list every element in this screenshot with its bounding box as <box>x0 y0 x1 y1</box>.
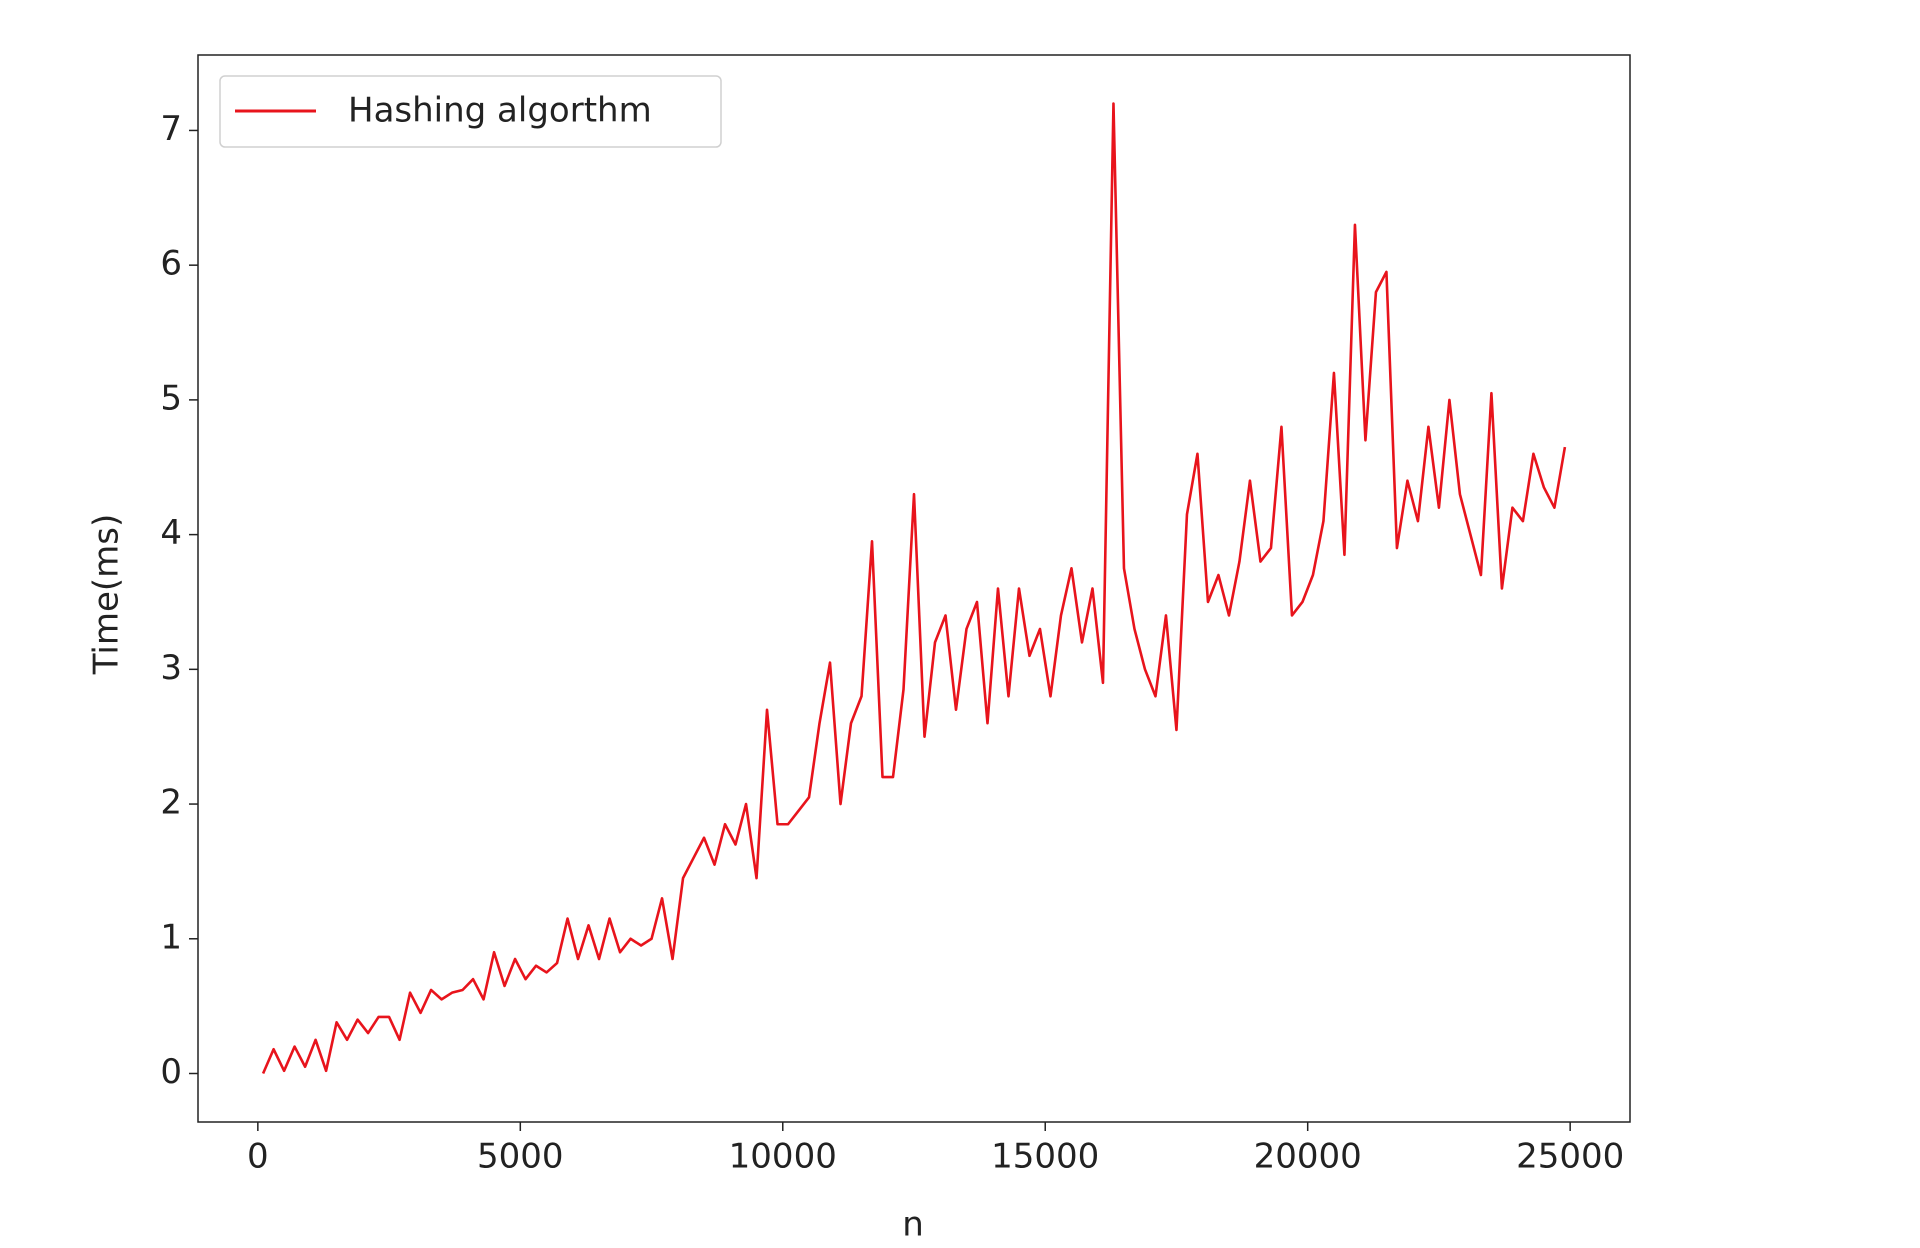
y-tick-label: 6 <box>160 244 182 284</box>
y-tick-label: 0 <box>160 1052 182 1092</box>
y-tick-label: 7 <box>160 109 182 149</box>
y-tick-label: 4 <box>160 513 182 553</box>
x-tick-label: 0 <box>247 1137 269 1177</box>
y-tick-label: 5 <box>160 378 182 418</box>
legend-label: Hashing algorthm <box>348 91 652 131</box>
x-tick-label: 25000 <box>1516 1137 1624 1177</box>
y-tick-label: 1 <box>160 917 182 957</box>
x-axis-label: n <box>902 1205 924 1245</box>
y-axis-label: Time(ms) <box>87 514 127 676</box>
y-tick-label: 3 <box>160 648 182 688</box>
x-tick-label: 10000 <box>729 1137 837 1177</box>
plot-frame <box>197 54 1631 1123</box>
x-tick-label: 15000 <box>991 1137 1099 1177</box>
x-tick-label: 5000 <box>477 1137 564 1177</box>
legend-box <box>219 75 722 148</box>
y-tick-label: 2 <box>160 783 182 823</box>
x-tick-label: 20000 <box>1254 1137 1362 1177</box>
data-line <box>261 102 1567 1075</box>
